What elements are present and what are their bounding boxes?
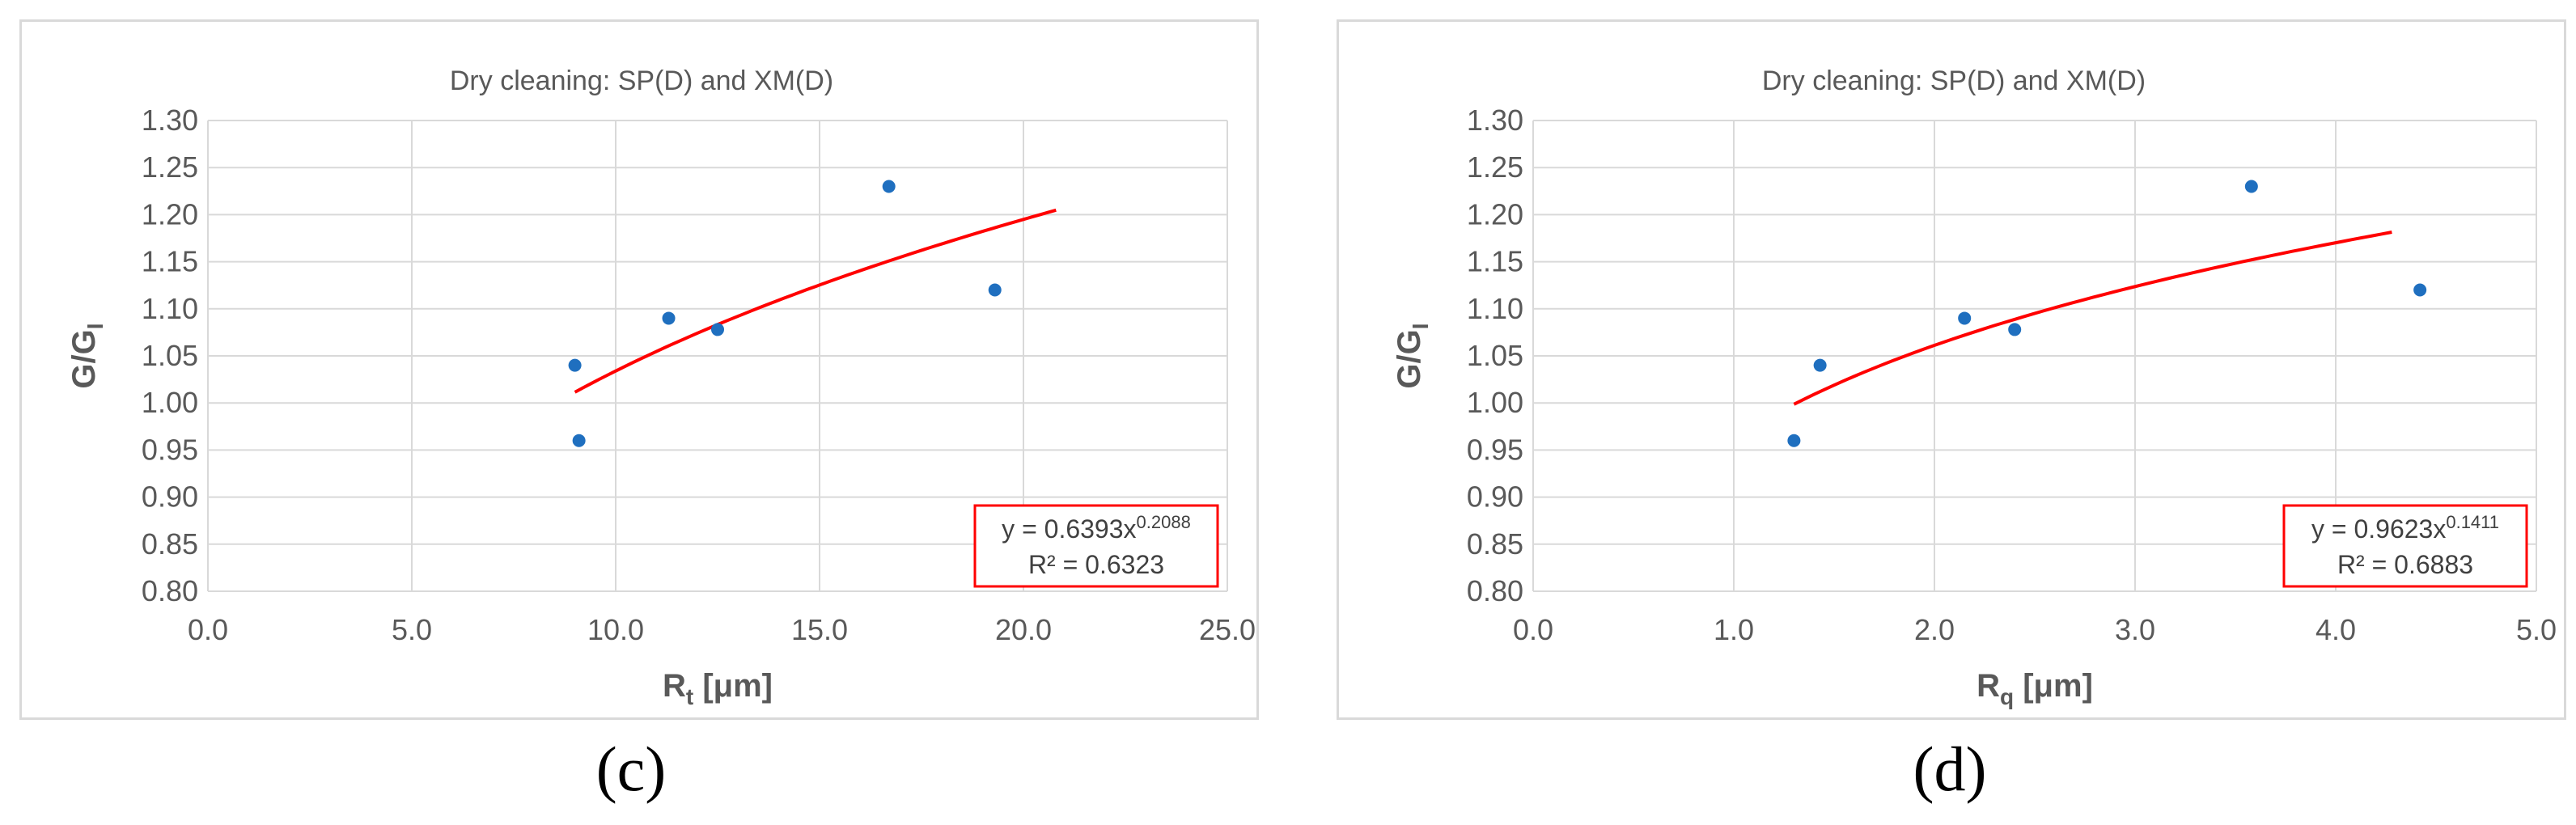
y-tick-label: 0.85 xyxy=(1467,527,1523,561)
x-tick-label: 2.0 xyxy=(1914,613,1955,646)
data-point xyxy=(711,323,724,336)
y-tick-label: 1.25 xyxy=(1467,150,1523,184)
chart-panel-d: Dry cleaning: SP(D) and XM(D) 0.80 0.85 0.9… xyxy=(1337,19,2566,720)
y-tick-label: 1.10 xyxy=(1467,292,1523,325)
y-axis-title: G/GI xyxy=(66,323,108,388)
y-tick-label: 1.30 xyxy=(142,104,198,137)
panel-label-d: (d) xyxy=(1913,734,1987,804)
trendline xyxy=(1793,231,2392,406)
data-point xyxy=(662,311,676,325)
chart-panel-c: Dry cleaning: SP(D) and XM(D) 0.80 0.85 0.9… xyxy=(19,19,1259,720)
x-tick-label: 5.0 xyxy=(392,613,432,646)
x-axis-title: Rq [μm] xyxy=(1976,668,2093,709)
trendline xyxy=(574,208,1057,394)
data-point xyxy=(988,283,1002,297)
y-tick-label: 0.85 xyxy=(142,527,198,561)
x-tick-label: 0.0 xyxy=(188,613,228,646)
data-point xyxy=(2244,180,2258,193)
data-point xyxy=(1958,311,1972,325)
y-tick-label: 1.15 xyxy=(142,245,198,278)
data-point xyxy=(1813,358,1827,372)
x-axis-title: Rt [μm] xyxy=(663,668,773,709)
y-tick-label: 1.15 xyxy=(1467,245,1523,278)
trendline-equation: y = 0.6393x0.2088 xyxy=(1002,512,1191,544)
data-point xyxy=(882,180,896,193)
x-tick-label: 3.0 xyxy=(2115,613,2155,646)
panel-label-c: (c) xyxy=(595,734,667,804)
y-tick-label: 0.95 xyxy=(1467,433,1523,466)
trendline-equation: y = 0.9623x0.1411 xyxy=(2311,512,2499,544)
data-point xyxy=(2008,323,2022,336)
y-tick-label: 1.30 xyxy=(1467,104,1523,137)
y-tick-label: 1.00 xyxy=(142,386,198,419)
r-squared: R² = 0.6323 xyxy=(1028,550,1164,579)
y-tick-label: 1.00 xyxy=(1467,386,1523,419)
y-tick-label: 1.25 xyxy=(142,150,198,184)
x-tick-label: 25.0 xyxy=(1199,613,1256,646)
y-tick-label: 0.80 xyxy=(1467,574,1523,607)
data-point xyxy=(568,358,582,372)
x-tick-label: 1.0 xyxy=(1714,613,1754,646)
x-tick-label: 0.0 xyxy=(1513,613,1553,646)
x-tick-label: 15.0 xyxy=(791,613,848,646)
chart-svg-d: Dry cleaning: SP(D) and XM(D) 0.80 0.85 0.9… xyxy=(1392,66,2557,709)
y-tick-label: 0.90 xyxy=(142,480,198,514)
y-tick-label: 0.80 xyxy=(142,574,198,607)
y-tick-label: 0.95 xyxy=(142,433,198,466)
equation-box xyxy=(973,504,1219,588)
y-tick-label: 1.10 xyxy=(142,292,198,325)
equation-box xyxy=(2282,504,2528,588)
data-point xyxy=(1787,434,1801,447)
x-tick-label: 5.0 xyxy=(2516,613,2557,646)
x-tick-label: 20.0 xyxy=(995,613,1052,646)
y-tick-label: 1.05 xyxy=(1467,339,1523,372)
y-tick-label: 1.05 xyxy=(142,339,198,372)
data-point xyxy=(572,434,586,447)
x-tick-label: 10.0 xyxy=(587,613,644,646)
chart-title: Dry cleaning: SP(D) and XM(D) xyxy=(1762,66,2146,96)
x-tick-label: 4.0 xyxy=(2315,613,2356,646)
y-tick-label: 0.90 xyxy=(1467,480,1523,514)
chart-svg-c: Dry cleaning: SP(D) and XM(D) 0.80 0.85 0.9… xyxy=(66,66,1256,709)
y-tick-label: 1.20 xyxy=(1467,197,1523,231)
chart-title: Dry cleaning: SP(D) and XM(D) xyxy=(450,66,833,96)
y-tick-label: 1.20 xyxy=(142,197,198,231)
y-axis-title: G/GI xyxy=(1392,323,1433,388)
r-squared: R² = 0.6883 xyxy=(2337,550,2473,579)
data-point xyxy=(2413,283,2427,297)
